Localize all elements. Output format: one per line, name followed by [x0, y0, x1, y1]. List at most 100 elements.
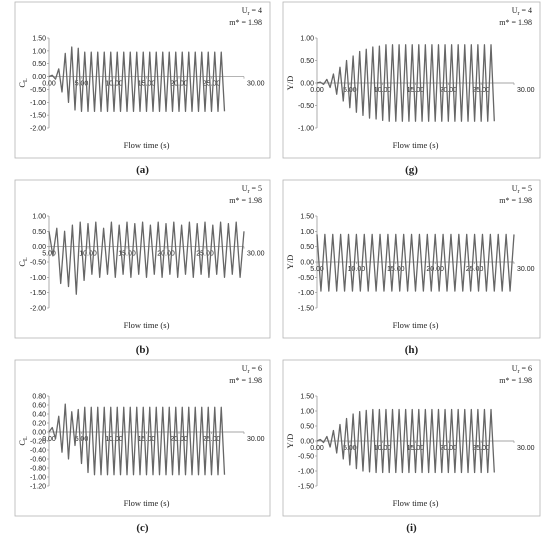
x-tick-label: 5.00: [343, 445, 357, 452]
annotation-ur-base: U: [242, 184, 248, 193]
panel-label: (h): [405, 344, 419, 356]
annotation-ur-base: U: [512, 184, 518, 193]
annotation-ur-base: U: [242, 6, 248, 15]
x-tick-label: 20.00: [157, 251, 175, 258]
annotation-ur-sub: r: [517, 369, 519, 375]
y-tick-label: 0.00: [300, 439, 314, 446]
signal-line: [316, 233, 515, 292]
x-tick-label: 25.00: [203, 81, 221, 88]
y-axis-title: Y/D: [285, 255, 295, 270]
y-axis-title: Y/D: [285, 434, 295, 449]
x-tick-label: 10.00: [79, 251, 97, 258]
y-tick-label: -0.50: [30, 87, 46, 94]
y-tick-label: 0.00: [300, 81, 314, 88]
x-tick-label: 5.00: [310, 266, 324, 273]
y-tick-label: 0.50: [300, 424, 314, 431]
y-axis-title: Y/D: [285, 76, 295, 91]
x-tick-label: 15.00: [118, 251, 136, 258]
x-tick-label: 15.00: [138, 81, 156, 88]
x-tick-label: 30.00: [517, 87, 535, 94]
y-tick-label: 0.50: [32, 229, 46, 236]
y-tick-label: -0.80: [30, 466, 46, 473]
y-tick-label: -1.00: [298, 126, 314, 133]
x-tick-label: 25.00: [196, 251, 214, 258]
y-tick-label: 0.00: [32, 244, 46, 251]
y-tick-label: -0.50: [298, 103, 314, 110]
x-tick-label: 15.00: [407, 87, 425, 94]
x-tick-label: 5.00: [42, 251, 56, 258]
y-axis-title: CL: [17, 78, 29, 88]
y-tick-label: 0.50: [32, 61, 46, 68]
y-tick-label: 0.00: [32, 74, 46, 81]
x-tick-label: 30.00: [247, 436, 265, 443]
y-tick-label: 0.00: [32, 430, 46, 437]
x-tick-label: 10.00: [348, 266, 366, 273]
annotation-ur-text: = 4: [249, 6, 262, 15]
y-tick-label: -1.00: [30, 475, 46, 482]
signal-line: [316, 408, 495, 474]
y-tick-label: 0.00: [300, 260, 314, 267]
signal-line: [48, 403, 226, 476]
y-tick-label: -1.00: [30, 275, 46, 282]
y-axis-title-base: C: [17, 261, 27, 267]
annotation-m: m* = 1.98: [499, 376, 532, 385]
y-tick-label: 0.50: [300, 58, 314, 65]
signal-line: [316, 44, 495, 122]
x-tick-label: 10.00: [374, 87, 392, 94]
annotation-ur: Ur = 6: [512, 364, 532, 375]
y-tick-label: 1.00: [300, 229, 314, 236]
panel-label: (i): [406, 522, 417, 534]
annotation-m: m* = 1.98: [229, 376, 262, 385]
panel-frame: [14, 179, 271, 339]
annotation-ur-sub: r: [247, 369, 249, 375]
y-tick-label: -0.50: [30, 260, 46, 267]
x-tick-label: 30.00: [247, 81, 265, 88]
x-tick-label: 10.00: [105, 436, 123, 443]
y-tick-label: -1.50: [298, 484, 314, 491]
x-tick-label: 0.00: [42, 436, 56, 443]
y-tick-label: 1.50: [300, 214, 314, 221]
x-tick-label: 0.00: [310, 87, 324, 94]
panel-label: (g): [405, 164, 418, 176]
annotation-ur-sub: r: [247, 189, 249, 195]
y-tick-label: -1.00: [298, 290, 314, 297]
annotation-m: m* = 1.98: [499, 18, 532, 27]
x-tick-label: 30.00: [517, 266, 535, 273]
annotation-ur: Ur = 5: [242, 184, 262, 195]
y-tick-label: 1.50: [300, 394, 314, 401]
y-tick-label: -0.50: [298, 275, 314, 282]
y-tick-label: 1.00: [300, 36, 314, 43]
signal-line: [48, 46, 226, 112]
annotation-ur-base: U: [512, 6, 518, 15]
y-axis-title: CL: [17, 436, 29, 446]
y-tick-label: -2.00: [30, 126, 46, 133]
y-tick-label: 0.40: [32, 412, 46, 419]
y-axis-title-base: Y/D: [285, 255, 295, 270]
y-tick-label: -1.20: [30, 484, 46, 491]
panel-label: (c): [136, 522, 149, 534]
x-tick-label: 15.00: [407, 445, 425, 452]
x-tick-label: 20.00: [426, 266, 444, 273]
annotation-ur-text: = 6: [519, 364, 532, 373]
annotation-ur-text: = 6: [249, 364, 262, 373]
panel-label: (a): [136, 164, 149, 176]
y-tick-label: 0.20: [32, 421, 46, 428]
y-tick-label: -1.50: [298, 306, 314, 313]
signal-line: [48, 221, 245, 295]
x-tick-label: 10.00: [105, 81, 123, 88]
y-axis-title: CL: [17, 257, 29, 267]
y-tick-label: 0.80: [32, 394, 46, 401]
x-tick-label: 25.00: [203, 436, 221, 443]
y-tick-label: -1.50: [30, 113, 46, 120]
x-tick-label: 5.00: [75, 436, 89, 443]
annotation-ur: Ur = 5: [512, 184, 532, 195]
y-tick-label: 1.00: [300, 409, 314, 416]
y-axis-title-base: C: [17, 82, 27, 88]
y-axis-title-sub: L: [23, 78, 29, 82]
x-tick-label: 15.00: [138, 436, 156, 443]
annotation-ur-text: = 5: [519, 184, 532, 193]
y-axis-title-base: C: [17, 440, 27, 446]
annotation-ur: Ur = 6: [242, 364, 262, 375]
x-tick-label: 5.00: [343, 87, 357, 94]
